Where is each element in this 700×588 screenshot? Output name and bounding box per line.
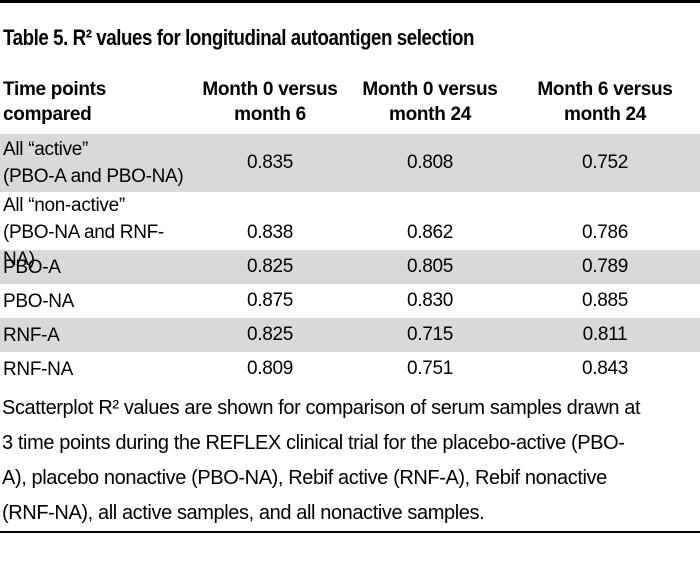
cell-value: 0.808: [406, 152, 454, 173]
cell-value: 0.809: [246, 358, 294, 379]
table-row-rnf-a: RNF-A 0.825 0.715 0.811: [0, 318, 700, 352]
footnote-line: 3 time points during the REFLEX clinical…: [2, 432, 625, 454]
table-header-row: Time points compared Month 0 versus mont…: [0, 77, 700, 127]
table-footnote: Scatterplot R² values are shown for comp…: [0, 391, 700, 531]
cell-value: 0.825: [246, 256, 294, 277]
row-label: All “active” (PBO-A and PBO-NA): [3, 139, 184, 187]
table-row-rnf-na: RNF-NA 0.809 0.751 0.843: [0, 352, 700, 386]
footnote-line: A), placebo nonactive (PBO-NA), Rebif ac…: [2, 467, 607, 489]
header-cell-month0-vs-month6: Month 0 versus month 6: [202, 79, 338, 125]
cell-value: 0.751: [406, 358, 454, 379]
row-label: RNF-A: [3, 324, 60, 346]
table-title-text: Table 5. R² values for longitudinal auto…: [3, 25, 475, 50]
table-row-pbo-na: PBO-NA 0.875 0.830 0.885: [0, 284, 700, 318]
cell-value: 0.830: [406, 290, 454, 311]
header-cell-month6-vs-month24: Month 6 versus month 24: [537, 79, 673, 125]
header-cell-time-points: Time points compared: [3, 79, 106, 125]
cell-value: 0.835: [246, 152, 294, 173]
cell-value: 0.862: [406, 221, 454, 243]
bottom-rule: [0, 531, 700, 533]
cell-value: 0.843: [581, 358, 629, 379]
cell-value: 0.786: [581, 221, 629, 243]
footnote-line: Scatterplot R² values are shown for comp…: [2, 397, 641, 419]
table-row-pbo-a: PBO-A 0.825 0.805 0.789: [0, 250, 700, 284]
row-label: PBO-NA: [3, 290, 75, 312]
cell-value: 0.715: [406, 324, 454, 345]
row-label: RNF-NA: [3, 358, 73, 380]
cell-value: 0.838: [246, 221, 294, 243]
table-row-all-active: All “active” (PBO-A and PBO-NA) 0.835 0.…: [0, 134, 700, 192]
cell-value: 0.875: [246, 290, 294, 311]
table-body: All “active” (PBO-A and PBO-NA) 0.835 0.…: [0, 134, 700, 386]
cell-value: 0.752: [581, 152, 629, 173]
cell-value: 0.805: [406, 256, 454, 277]
cell-value: 0.811: [582, 324, 628, 345]
footnote-line: (RNF-NA), all active samples, and all no…: [2, 502, 485, 524]
cell-value: 0.825: [246, 324, 294, 345]
row-label: All “non-active” (PBO-NA and RNF-NA): [3, 195, 164, 270]
row-label: PBO-A: [3, 256, 61, 278]
table-title: Table 5. R² values for longitudinal auto…: [3, 24, 700, 52]
top-rule: [0, 0, 700, 3]
cell-value: 0.885: [581, 290, 629, 311]
header-cell-month0-vs-month24: Month 0 versus month 24: [362, 79, 498, 125]
cell-value: 0.789: [581, 256, 629, 277]
table-row-all-nonactive: All “non-active” (PBO-NA and RNF-NA) 0.8…: [0, 192, 700, 270]
